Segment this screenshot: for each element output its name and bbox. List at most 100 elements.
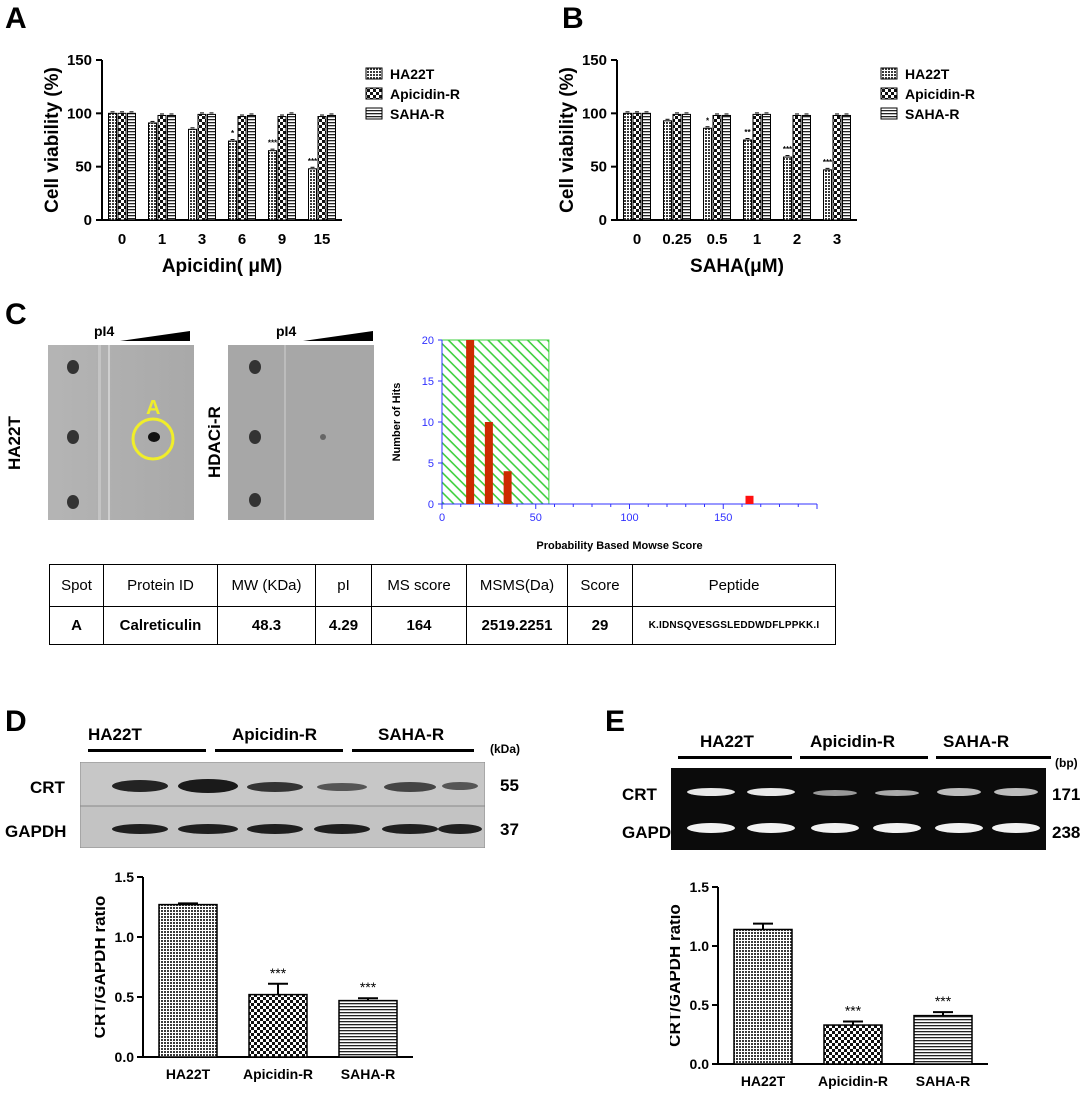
chart-c-x-tick-label: 50 xyxy=(530,512,542,524)
chart-b-x-tick-label: 0 xyxy=(633,231,641,248)
chart-a-bar xyxy=(127,112,136,221)
chart-a-x-tick-label: 6 xyxy=(238,231,246,248)
chart-c-threshold-band xyxy=(441,339,550,505)
chart-c-x-axis-label: Probability Based Mowse Score xyxy=(536,540,702,552)
gel-ha22t: A pI4 xyxy=(48,322,198,520)
chart-a-bar xyxy=(327,114,336,221)
chart-d-crt-gapdh-ratio: 0.0 0.5 1.0 1.5 HA22T *** Apicidin-R *** SAHA-R C… xyxy=(95,869,413,1082)
chart-e-y-tick-label: 0.0 xyxy=(690,1056,710,1072)
table-cell: 164 xyxy=(371,606,467,645)
table-header-row: Spot Protein ID MW (KDa) pI MS score MSM… xyxy=(49,564,836,607)
chart-c-bar xyxy=(503,471,512,504)
table-header-cell: Spot xyxy=(49,564,104,607)
chart-a-bar xyxy=(157,114,167,221)
chart-a-bar xyxy=(117,112,127,221)
panel-label-e: E xyxy=(605,705,626,738)
chart-e-significance-label: *** xyxy=(935,993,952,1009)
chart-b-legend-label: SAHA-R xyxy=(905,106,959,122)
chart-b-bar xyxy=(752,113,762,221)
chart-c-y-tick-label: 5 xyxy=(428,458,434,470)
chart-d-y-axis-label: CRT/GAPDH ratio xyxy=(95,896,109,1039)
chart-e-bar xyxy=(823,1024,883,1065)
table-cell: 48.3 xyxy=(217,606,316,645)
table-cell: A xyxy=(49,606,104,645)
panel-label-c: C xyxy=(5,298,27,331)
western-group-label: HA22T xyxy=(88,725,142,744)
table-cell: K.IDNSQVESGSLEDDWDFLPPKK.I xyxy=(632,606,836,645)
pcr-group-bars xyxy=(678,756,1051,759)
chart-b-x-axis-label: SAHA(μM) xyxy=(690,256,784,277)
chart-b-legend-label: Apicidin-R xyxy=(905,86,975,102)
protein-identification-table: Spot Protein ID MW (KDa) pI MS score MSM… xyxy=(49,564,836,645)
chart-a-bar xyxy=(277,116,287,221)
table-cell: 4.29 xyxy=(315,606,372,645)
chart-c-y-tick-label: 20 xyxy=(422,335,434,347)
chart-b-bar xyxy=(623,112,632,221)
gel-right-label: HDACi-R xyxy=(205,406,224,478)
chart-b-bar xyxy=(823,169,832,221)
pcr-group-label: SAHA-R xyxy=(943,732,1010,751)
chart-c-bar xyxy=(484,422,493,504)
chart-b-cell-viability-saha: 0 50 100 150 0 0.25 0.5 * 1 ** 2 *** 3 *** SAHA(μM) Cel… xyxy=(557,52,975,277)
table-header-cell: Protein ID xyxy=(103,564,218,607)
panel-label-d: D xyxy=(5,705,27,738)
chart-e-y-tick-label: 0.5 xyxy=(690,997,710,1013)
chart-e-bar xyxy=(913,1014,973,1065)
chart-a-significance-label: *** xyxy=(308,157,318,166)
chart-b-legend-swatch xyxy=(880,87,898,100)
chart-e-significance-label: *** xyxy=(845,1003,862,1019)
chart-a-bar xyxy=(308,168,317,221)
chart-b-bar xyxy=(642,112,651,221)
chart-a-legend-label: SAHA-R xyxy=(390,106,444,122)
chart-b-x-tick-label: 2 xyxy=(793,231,801,248)
table-cell: Calreticulin xyxy=(103,606,218,645)
chart-a-y-axis-label: Cell viability (%) xyxy=(42,67,63,213)
chart-d-y-tick-label: 1.0 xyxy=(115,929,135,945)
table-header-cell: MSMS(Da) xyxy=(466,564,568,607)
chart-b-bar xyxy=(802,114,811,221)
chart-e-x-tick-label: Apicidin-R xyxy=(818,1073,888,1089)
chart-a-bar xyxy=(108,112,117,221)
chart-b-legend-label: HA22T xyxy=(905,66,950,82)
chart-a-bar xyxy=(247,114,256,221)
chart-a-y-tick-label: 50 xyxy=(75,159,92,176)
chart-b-y-axis-label: Cell viability (%) xyxy=(557,67,578,213)
panel-label-b: B xyxy=(562,2,584,35)
chart-a-x-axis-label: Apicidin( μM) xyxy=(162,256,282,277)
chart-a-bar xyxy=(197,113,207,221)
chart-b-legend-swatch xyxy=(880,67,898,80)
chart-b-bar xyxy=(722,114,731,221)
chart-e-y-tick-label: 1.0 xyxy=(690,938,710,954)
chart-a-bar xyxy=(287,113,296,221)
pcr-group-label: HA22T xyxy=(700,732,754,751)
chart-a-legend-label: HA22T xyxy=(390,66,435,82)
chart-a-bar xyxy=(188,128,197,221)
chart-c-bar xyxy=(466,340,475,504)
chart-d-bar xyxy=(248,993,308,1058)
chart-e-x-tick-label: SAHA-R xyxy=(916,1073,970,1089)
chart-a-legend-swatch xyxy=(365,87,383,100)
chart-e-bar xyxy=(733,928,793,1065)
chart-b-significance-label: ** xyxy=(744,128,751,137)
gel-hdaci-r: pI4 xyxy=(228,322,378,520)
chart-b-significance-label: *** xyxy=(783,145,793,154)
chart-c-x-tick-label: 100 xyxy=(620,512,638,524)
chart-b-bar xyxy=(792,114,802,221)
chart-a-legend-swatch xyxy=(365,67,383,80)
chart-c-x-tick-label: 0 xyxy=(439,512,445,524)
chart-e-crt-gapdh-ratio: 0.0 0.5 1.0 1.5 HA22T *** Apicidin-R *** SAHA-R C… xyxy=(670,879,988,1089)
chart-c-mowse-score-histogram: 0 5 10 15 20 0 50 100 150 Probability Based Mowse… xyxy=(391,335,818,552)
chart-a-x-tick-label: 3 xyxy=(198,231,206,248)
chart-a-significance-label: * xyxy=(231,129,235,138)
chart-b-bar xyxy=(663,120,672,221)
gel-right-pi-label: pI4 xyxy=(276,323,296,339)
chart-b-bar xyxy=(672,113,682,221)
chart-c-x-tick-label: 150 xyxy=(714,512,732,524)
chart-d-significance-label: *** xyxy=(270,965,287,981)
western-unit-label: (kDa) xyxy=(490,742,521,756)
chart-c-y-tick-label: 10 xyxy=(422,417,434,429)
chart-a-y-tick-label: 0 xyxy=(84,212,92,229)
chart-b-y-tick-label: 50 xyxy=(590,159,607,176)
chart-b-significance-label: *** xyxy=(823,158,833,167)
pcr-size-label: 238 xyxy=(1052,823,1081,842)
